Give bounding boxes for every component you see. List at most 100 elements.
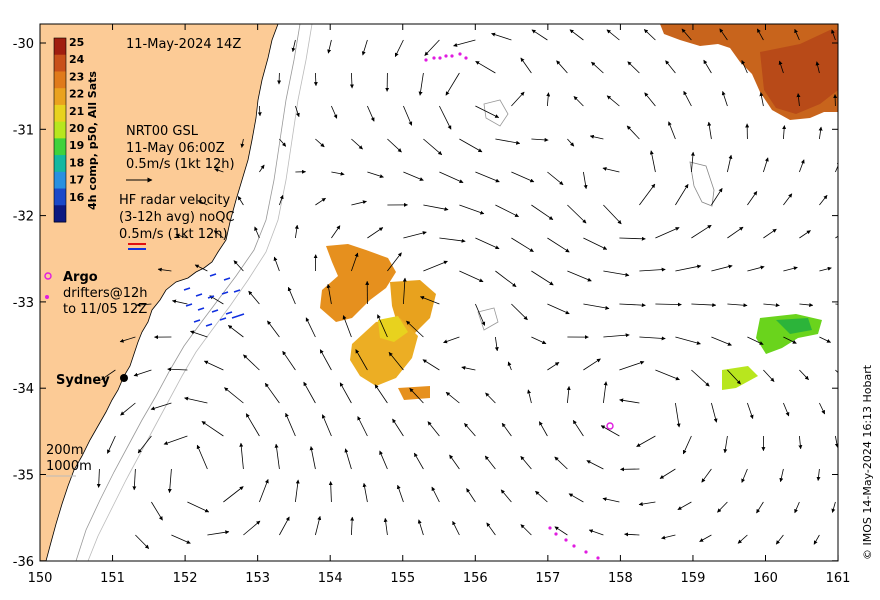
current-vector (233, 260, 244, 272)
hf-radar-vector (207, 295, 215, 299)
current-vector (511, 91, 525, 107)
hf-radar-vector (233, 289, 241, 293)
current-vector (495, 204, 519, 218)
current-vector (331, 225, 341, 239)
current-vector (423, 138, 443, 156)
current-vector (417, 519, 424, 536)
current-vector (294, 224, 299, 239)
current-vector (719, 28, 728, 41)
current-vector (422, 359, 440, 371)
sst-patch-east-yellowgreen (722, 366, 758, 390)
current-vector (132, 468, 137, 491)
current-vector (569, 29, 584, 41)
current-vector (675, 183, 689, 206)
argo-float-marker[interactable] (606, 422, 614, 430)
current-vector (367, 105, 375, 122)
current-vector (520, 455, 532, 470)
current-vector (466, 488, 476, 503)
current-vector (259, 479, 269, 503)
current-vector (531, 270, 554, 286)
current-vector (668, 121, 676, 140)
current-vector (475, 237, 500, 250)
colorbar-tick-label: 23 (69, 70, 84, 83)
current-vector (691, 224, 712, 239)
current-vector (834, 435, 838, 448)
current-vector (295, 479, 300, 503)
contour-legend-1000m: 1000m (46, 459, 92, 474)
current-vector (835, 369, 838, 374)
current-vector (591, 61, 604, 74)
current-vector (819, 402, 826, 415)
current-vector (703, 59, 712, 74)
sydney-marker (120, 374, 128, 382)
x-tick-label: 160 (753, 571, 778, 586)
current-vector (606, 29, 620, 41)
current-vector (418, 72, 424, 96)
current-vector (661, 534, 676, 540)
current-vector (711, 336, 732, 346)
current-vector (677, 501, 692, 511)
current-vector (315, 515, 322, 536)
current-vector (248, 290, 260, 305)
y-axis-ticks: -30 -31 -32 -33 -34 -35 -36 (13, 37, 838, 570)
current-vector (783, 266, 798, 272)
current-vector (675, 336, 701, 345)
current-vector (291, 39, 296, 52)
current-vector (459, 204, 485, 215)
colorbar-tick-label: 19 (69, 139, 84, 152)
y-tick-label: -31 (13, 123, 34, 138)
colorbar-tick-label: 16 (69, 191, 85, 204)
current-vector (295, 105, 300, 118)
current-vector (583, 171, 588, 190)
current-vector (427, 421, 440, 437)
current-vector (486, 522, 496, 536)
current-vector (583, 358, 601, 371)
colorbar-tick-label: 17 (69, 174, 84, 187)
plot-frame (39, 23, 839, 562)
current-vector (135, 534, 150, 549)
current-vector (485, 392, 496, 404)
current-vector (606, 95, 620, 107)
current-vector (388, 351, 404, 371)
colorbar-segment (54, 104, 66, 123)
current-vector (741, 468, 748, 483)
drifter-track-north (424, 52, 468, 62)
current-vector (207, 530, 230, 536)
current-vector (254, 226, 260, 239)
current-vector (691, 303, 717, 308)
current-vector (727, 369, 741, 385)
current-vector (157, 267, 172, 272)
x-tick-label: 150 (28, 571, 53, 586)
current-vector (494, 336, 499, 352)
current-vector (327, 39, 332, 54)
current-vector (413, 452, 424, 470)
date-label: 11-May-2024 14Z (126, 37, 241, 52)
current-vector (741, 60, 748, 74)
drifter-track-south (548, 526, 600, 560)
current-vector (279, 516, 290, 536)
current-vector (491, 32, 512, 41)
current-vector (495, 138, 521, 145)
current-vectors (96, 28, 838, 549)
current-vector (475, 60, 496, 74)
current-vector (403, 171, 424, 181)
current-vector (782, 125, 787, 140)
current-vector (357, 416, 368, 437)
x-axis-ticks: 150 151 152 153 154 155 156 157 158 159 160 161 (28, 24, 850, 586)
current-vector (475, 105, 500, 118)
island-contour-2 (689, 161, 715, 207)
current-vector (717, 501, 728, 513)
current-vector (603, 333, 630, 338)
current-vector (326, 283, 332, 305)
hf-radar-vector (237, 313, 245, 317)
current-vector (779, 468, 784, 483)
current-vector (374, 384, 388, 404)
current-vector (190, 330, 208, 338)
hf-radar-vector (231, 315, 239, 319)
argo-legend-marker (44, 272, 52, 280)
current-vector (423, 204, 449, 211)
colorbar-tick-label: 24 (69, 53, 85, 66)
colorbar-tick-label: 22 (69, 88, 84, 101)
current-vector (303, 381, 316, 404)
